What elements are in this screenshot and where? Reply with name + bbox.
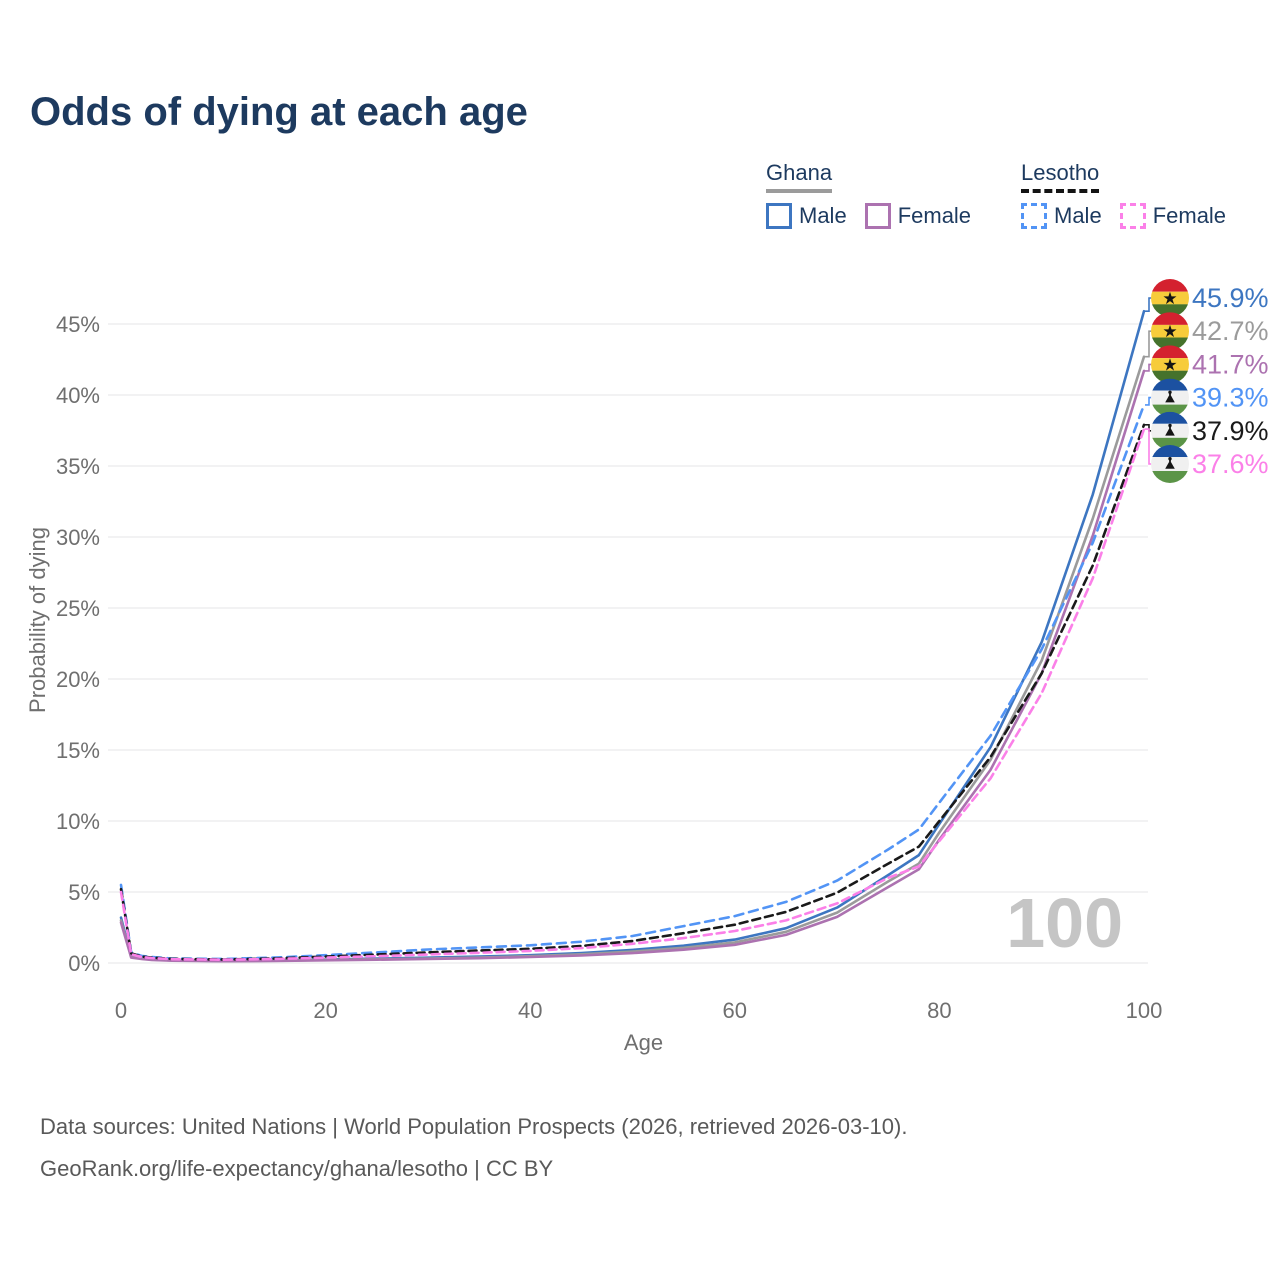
y-tick-label: 45%	[56, 312, 100, 337]
footer: Data sources: United Nations | World Pop…	[40, 1106, 907, 1190]
legend-country-ghana: Ghana	[766, 160, 833, 193]
x-tick-label: 40	[518, 998, 542, 1023]
legend-group-lesotho: Lesotho Male Female	[1021, 160, 1226, 229]
series-line-ghana-female	[119, 369, 1146, 963]
lesotho-female-swatch-icon[interactable]	[1119, 203, 1146, 229]
mokorotlo-icon	[1165, 462, 1175, 469]
y-tick-label: 30%	[56, 525, 100, 550]
end-value-label: 37.9%	[1192, 416, 1269, 446]
legend-label-ghana-female[interactable]: Female	[897, 203, 972, 228]
black-star-icon: ★	[1162, 322, 1177, 341]
end-value-label: 41.7%	[1192, 349, 1269, 379]
end-value-label: 45.9%	[1192, 283, 1269, 313]
end-value-label: 39.3%	[1192, 383, 1269, 413]
label-connector	[1145, 363, 1152, 372]
attribution-text: GeoRank.org/life-expectancy/ghana/lesoth…	[40, 1156, 554, 1181]
legend-row-ghana: Male Female	[766, 203, 971, 229]
y-tick-label: 15%	[56, 738, 100, 763]
ghana-flag-icon: ★	[1151, 345, 1189, 384]
lesotho-male-swatch-icon[interactable]	[1021, 203, 1047, 229]
series-line-ghana-male	[119, 309, 1146, 963]
x-tick-label: 100	[1126, 998, 1163, 1023]
y-tick-label: 35%	[56, 454, 100, 479]
mokorotlo-icon	[1165, 429, 1175, 436]
legend-label-lesotho-male[interactable]: Male	[1054, 203, 1102, 228]
legend-label-ghana-male[interactable]: Male	[799, 203, 847, 228]
legend-country-lesotho: Lesotho	[1021, 160, 1100, 193]
x-tick-label: 0	[115, 998, 127, 1023]
black-star-icon: ★	[1162, 289, 1177, 308]
ghana-female-swatch-icon[interactable]	[864, 203, 891, 229]
y-axis-title: Probability of dying	[25, 527, 50, 713]
y-tick-label: 10%	[56, 809, 100, 834]
age-watermark: 100	[1006, 884, 1123, 962]
black-star-icon: ★	[1162, 355, 1177, 374]
label-connector	[1145, 428, 1152, 465]
x-tick-label: 80	[927, 998, 951, 1023]
y-tick-label: 20%	[56, 667, 100, 692]
y-tick-label: 25%	[56, 596, 100, 621]
end-value-label: 42.7%	[1192, 316, 1269, 346]
data-sources-text: Data sources: United Nations | World Pop…	[40, 1114, 908, 1139]
label-connector	[1145, 424, 1152, 432]
y-tick-label: 40%	[56, 383, 100, 408]
series-line-ghana-both	[119, 355, 1146, 963]
series-line-lesotho-both	[119, 423, 1146, 961]
x-tick-label: 20	[313, 998, 337, 1023]
ghana-flag-icon: ★	[1151, 312, 1189, 351]
mokorotlo-icon	[1165, 395, 1175, 403]
lesotho-flag-icon	[1151, 445, 1189, 483]
legend-row-lesotho: Male Female	[1021, 203, 1226, 229]
ghana-flag-icon: ★	[1151, 279, 1189, 317]
legend-label-lesotho-female[interactable]: Female	[1152, 203, 1227, 228]
lesotho-flag-icon	[1151, 411, 1189, 450]
end-value-label: 37.6%	[1192, 449, 1269, 479]
lesotho-flag-icon	[1151, 378, 1189, 417]
x-tick-label: 60	[723, 998, 747, 1023]
legend-item-ghana-female[interactable]: Female	[864, 203, 972, 229]
label-connector	[1145, 396, 1152, 406]
legend-item-lesotho-female[interactable]: Female	[1119, 203, 1227, 229]
series-line-lesotho-male	[119, 403, 1146, 961]
x-axis-title: Age	[624, 1030, 663, 1055]
y-tick-label: 5%	[68, 880, 100, 905]
legend-item-ghana-male[interactable]: Male	[766, 203, 847, 229]
label-connector	[1145, 297, 1152, 312]
label-connector	[1145, 330, 1152, 358]
y-tick-label: 0%	[68, 951, 100, 976]
legend-item-lesotho-male[interactable]: Male	[1021, 203, 1102, 229]
ghana-male-swatch-icon[interactable]	[766, 203, 792, 229]
legend-group-ghana: Ghana Male Female	[766, 160, 971, 229]
chart-title: Odds of dying at each age	[30, 90, 528, 134]
series-line-lesotho-female	[119, 427, 1146, 962]
